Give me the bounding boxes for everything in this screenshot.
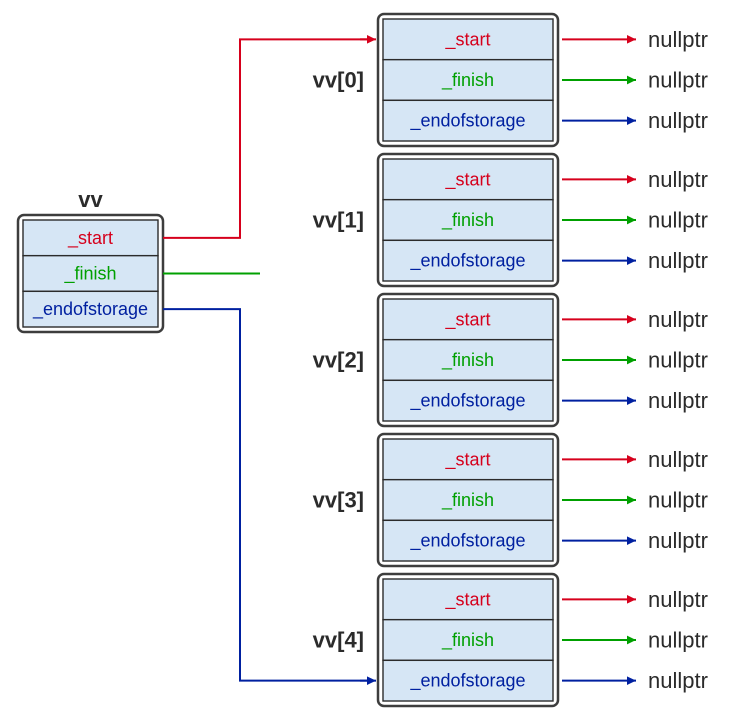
nullptr-label: nullptr: [648, 307, 708, 332]
field-label: _finish: [63, 264, 116, 285]
nullptr-label: nullptr: [648, 348, 708, 373]
nullptr-label: nullptr: [648, 167, 708, 192]
right-node-3: _start _finish _endofstorage vv[3]: [313, 434, 558, 566]
nullptr-label: nullptr: [648, 248, 708, 273]
node-label: vv[3]: [313, 488, 364, 513]
nullptr-label: nullptr: [648, 108, 708, 133]
nullptr-label: nullptr: [648, 628, 708, 653]
nullptr-label: nullptr: [648, 208, 708, 233]
field-label: _start: [444, 169, 490, 190]
field-label: _finish: [441, 70, 494, 91]
node-label: vv[0]: [313, 68, 364, 93]
nullptr-label: nullptr: [648, 668, 708, 693]
nullptr-label: nullptr: [648, 447, 708, 472]
node-label: vv[4]: [313, 628, 364, 653]
field-label: _finish: [441, 630, 494, 651]
field-label: _start: [444, 29, 490, 50]
field-label: _endofstorage: [32, 299, 148, 320]
field-label: _finish: [441, 490, 494, 511]
left-node: _start _finish _endofstorage vv: [18, 187, 163, 332]
nullptr-label: nullptr: [648, 68, 708, 93]
right-node-4: _start _finish _endofstorage vv[4]: [313, 574, 558, 706]
nullptr-label: nullptr: [648, 528, 708, 553]
field-label: _start: [444, 309, 490, 330]
field-label: _endofstorage: [409, 251, 525, 272]
right-node-0: _start _finish _endofstorage vv[0]: [313, 14, 558, 146]
field-label: _start: [444, 449, 490, 470]
nullptr-label: nullptr: [648, 587, 708, 612]
field-label: _endofstorage: [409, 671, 525, 692]
field-label: _start: [67, 228, 113, 249]
nullptr-label: nullptr: [648, 488, 708, 513]
node-label: vv[1]: [313, 208, 364, 233]
field-label: _endofstorage: [409, 531, 525, 552]
nullptr-label: nullptr: [648, 27, 708, 52]
node-label: vv[2]: [313, 348, 364, 373]
right-node-2: _start _finish _endofstorage vv[2]: [313, 294, 558, 426]
field-label: _finish: [441, 210, 494, 231]
node-label: vv: [78, 187, 103, 212]
nullptr-label: nullptr: [648, 388, 708, 413]
field-label: _endofstorage: [409, 391, 525, 412]
field-label: _finish: [441, 350, 494, 371]
right-node-1: _start _finish _endofstorage vv[1]: [313, 154, 558, 286]
field-label: _start: [444, 589, 490, 610]
field-label: _endofstorage: [409, 111, 525, 132]
